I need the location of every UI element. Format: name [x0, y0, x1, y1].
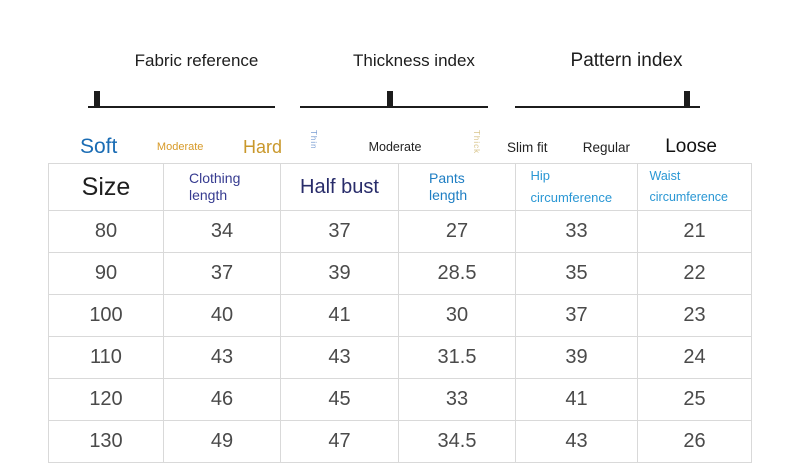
column-header-label: Waist circumference [649, 168, 729, 204]
table-cell: 45 [280, 378, 399, 421]
table-cell: 39 [515, 336, 638, 379]
table-cell: 26 [637, 420, 752, 463]
label-regular: Regular [582, 139, 630, 155]
table-row: 120 46 45 33 41 25 [48, 378, 752, 421]
fabric-reference-index: Fabric reference Soft Moderate Hard [80, 50, 282, 158]
column-header-label: Pants length [429, 170, 468, 203]
table-cell: 41 [280, 294, 399, 337]
column-header-waist-circumference: Waist circumference [637, 163, 752, 211]
fabric-index-title: Fabric reference [134, 51, 259, 70]
table-cell: 47 [280, 420, 399, 463]
column-header-clothing-length: Clothing length [163, 163, 281, 211]
size-table: Size Clothing length Half bust Pants len… [48, 163, 752, 463]
table-row: 90 37 39 28.5 35 22 [48, 252, 752, 295]
table-cell: 35 [515, 252, 638, 295]
table-row: 80 34 37 27 33 21 [48, 210, 752, 253]
table-row: 130 49 47 34.5 43 26 [48, 420, 752, 463]
fabric-index-track [88, 106, 275, 108]
table-row: 100 40 41 30 37 23 [48, 294, 752, 337]
table-cell: 31.5 [398, 336, 516, 379]
table-cell: 23 [637, 294, 752, 337]
table-cell: 33 [398, 378, 516, 421]
thickness-index-track [300, 106, 488, 108]
column-header-half-bust: Half bust [280, 163, 399, 211]
table-cell: 27 [398, 210, 516, 253]
label-thin: Thin [309, 130, 318, 150]
table-cell: 37 [163, 252, 281, 295]
thickness-index-title: Thickness index [353, 51, 475, 70]
label-moderate: Moderate [156, 141, 204, 153]
table-cell: 34 [163, 210, 281, 253]
column-header-label: Half bust [300, 175, 379, 198]
table-cell: 33 [515, 210, 638, 253]
size-table-body: 80 34 37 27 33 21 90 37 39 28.5 35 22 100 40 41 30 37 23 1… [48, 210, 752, 463]
table-cell: 30 [398, 294, 516, 337]
column-header-label: Size [81, 172, 131, 201]
table-cell: 49 [163, 420, 281, 463]
table-cell: 28.5 [398, 252, 516, 295]
pattern-index-title: Pattern index [570, 50, 683, 71]
column-header-label: Hip circumference [530, 167, 613, 205]
table-cell: 120 [48, 378, 164, 421]
thickness-index-marker [387, 91, 394, 106]
table-cell: 90 [48, 252, 164, 295]
table-row: 110 43 43 31.5 39 24 [48, 336, 752, 379]
thickness-index-labels: Thin Moderate Thick [309, 130, 481, 164]
pattern-index-labels: Slim fit Regular Loose [507, 130, 717, 164]
table-cell: 46 [163, 378, 281, 421]
pattern-index: Pattern index Slim fit Regular Loose [507, 50, 717, 157]
table-cell: 24 [637, 336, 752, 379]
table-cell: 130 [48, 420, 164, 463]
column-header-label: Clothing length [189, 170, 241, 203]
thickness-index: Thickness index Thin Moderate Thick [300, 50, 488, 154]
table-cell: 34.5 [398, 420, 516, 463]
table-cell: 37 [280, 210, 399, 253]
table-cell: 41 [515, 378, 638, 421]
fabric-index-marker [94, 91, 101, 106]
column-header-size: Size [48, 163, 164, 211]
table-cell: 110 [48, 336, 164, 379]
table-header-row: Size Clothing length Half bust Pants len… [48, 163, 752, 211]
table-cell: 100 [48, 294, 164, 337]
table-cell: 40 [163, 294, 281, 337]
table-cell: 43 [280, 336, 399, 379]
table-cell: 43 [515, 420, 638, 463]
column-header-pants-length: Pants length [398, 163, 516, 211]
table-cell: 43 [163, 336, 281, 379]
label-moderate: Moderate [368, 140, 422, 154]
table-cell: 39 [280, 252, 399, 295]
table-cell: 21 [637, 210, 752, 253]
fabric-index-labels: Soft Moderate Hard [80, 130, 282, 164]
column-header-hip-circumference: Hip circumference [515, 163, 638, 211]
pattern-index-marker [684, 91, 691, 106]
pattern-index-track [515, 106, 700, 108]
label-soft: Soft [80, 135, 118, 158]
table-cell: 25 [637, 378, 752, 421]
table-cell: 37 [515, 294, 638, 337]
label-thick: Thick [472, 130, 481, 155]
table-cell: 80 [48, 210, 164, 253]
label-hard: Hard [242, 136, 282, 157]
label-slim-fit: Slim fit [507, 139, 548, 155]
table-cell: 22 [637, 252, 752, 295]
label-loose: Loose [665, 136, 717, 157]
